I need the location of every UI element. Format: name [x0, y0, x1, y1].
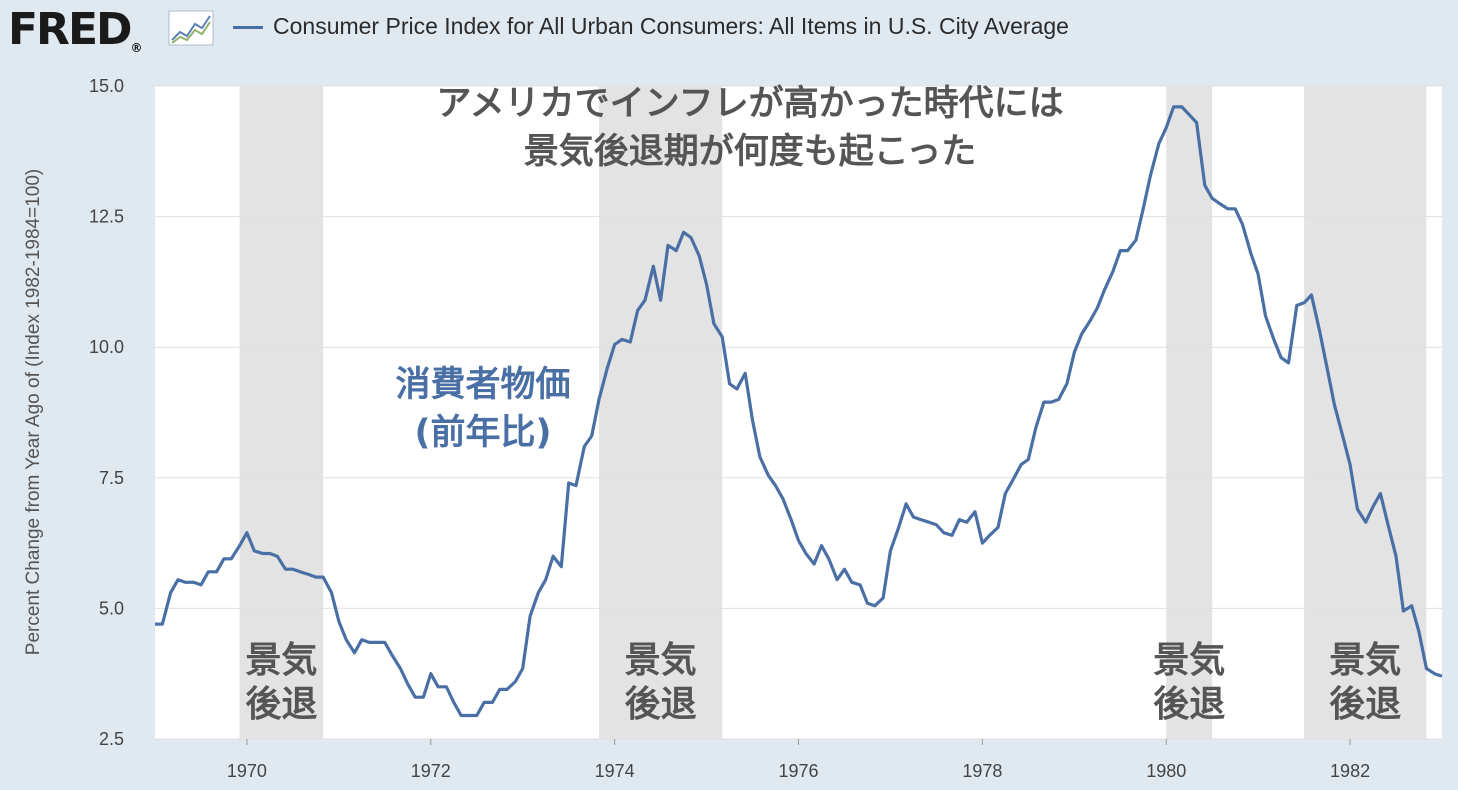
x-axis-ticks: 1970 1972 1974 1976 1978 1980 1982 — [227, 739, 1370, 781]
y-tick-label: 7.5 — [99, 468, 124, 488]
y-tick-label: 2.5 — [99, 729, 124, 749]
logo-text: FRED — [8, 4, 133, 55]
series-annotation-line1: 消費者物価 — [395, 365, 570, 405]
recession-band-2 — [1166, 86, 1213, 739]
recession-label-line1-1: 景気 — [625, 640, 697, 681]
y-axis-ticks: 2.5 5.0 7.5 10.0 12.5 15.0 — [89, 76, 124, 749]
recession-label-line1-0: 景気 — [245, 640, 317, 681]
legend-label[interactable]: Consumer Price Index for All Urban Consu… — [273, 13, 1069, 39]
recession-label-line2-0: 後退 — [245, 684, 317, 725]
x-tick-label: 1974 — [595, 761, 635, 781]
legend-swatch — [233, 26, 263, 29]
annotation-title-line1: アメリカでインフレが高かった時代には — [436, 84, 1063, 124]
series-annotation-line2: (前年比) — [415, 413, 552, 453]
recession-bands — [239, 86, 1427, 739]
y-tick-label: 15.0 — [89, 76, 124, 96]
annotation-title-line2: 景気後退期が何度も起こった — [524, 132, 977, 172]
recession-label-line2-2: 後退 — [1153, 684, 1225, 725]
y-tick-label: 10.0 — [89, 337, 124, 357]
x-tick-label: 1978 — [962, 761, 1002, 781]
grid-lines — [155, 85, 1442, 740]
y-tick-label: 12.5 — [89, 207, 124, 227]
recession-label-line2-3: 後退 — [1329, 684, 1401, 725]
recession-band-3 — [1304, 86, 1427, 739]
recession-label-line1-3: 景気 — [1329, 640, 1401, 681]
logo-registered-mark: ® — [130, 41, 143, 55]
x-tick-label: 1980 — [1146, 761, 1186, 781]
recession-band-0 — [239, 86, 324, 739]
x-tick-label: 1972 — [411, 761, 451, 781]
header: FRED® Consumer Price Index for All Urban… — [0, 0, 1458, 56]
x-tick-label: 1970 — [227, 761, 267, 781]
cpi-series-line[interactable] — [155, 105, 1443, 718]
plot-area — [155, 86, 1442, 739]
y-tick-label: 5.0 — [99, 598, 124, 618]
x-tick-label: 1982 — [1330, 761, 1370, 781]
recession-band-1 — [599, 86, 723, 739]
x-tick-label: 1976 — [778, 761, 818, 781]
recession-label-line2-1: 後退 — [625, 684, 697, 725]
line-chart-icon — [168, 10, 214, 46]
fred-logo[interactable]: FRED® — [8, 4, 143, 55]
recession-label-line1-2: 景気 — [1153, 640, 1225, 681]
y-axis-label: Percent Change from Year Ago of (Index 1… — [23, 169, 44, 655]
